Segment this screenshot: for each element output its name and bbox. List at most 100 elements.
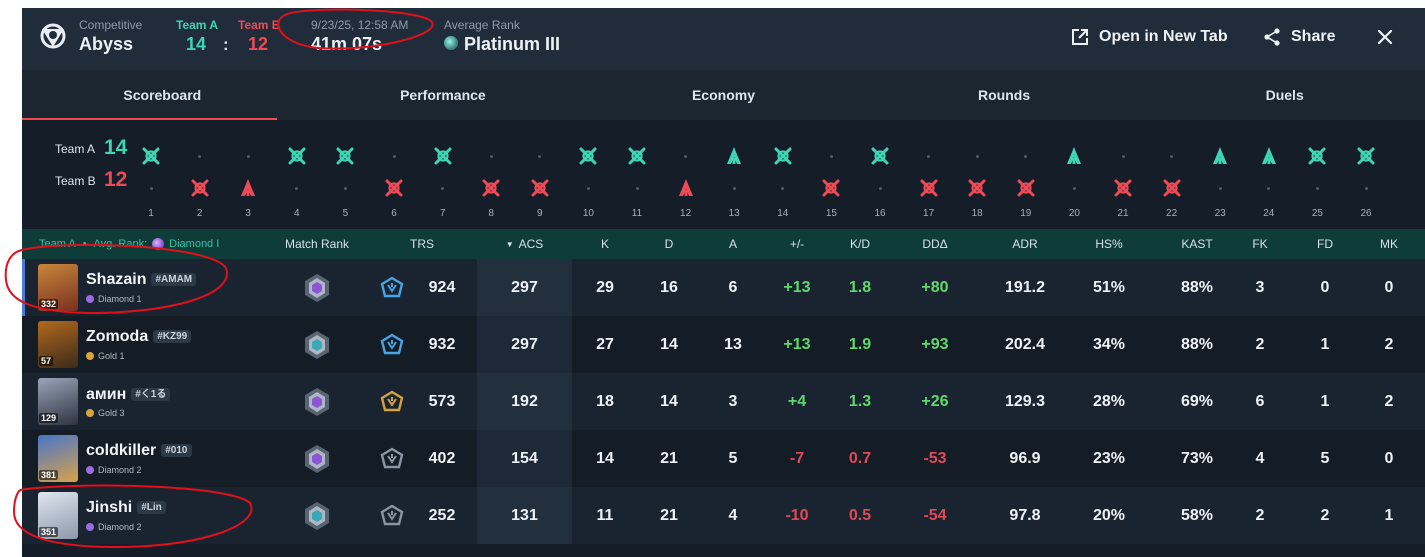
adr-value: 96.9 bbox=[1009, 449, 1041, 467]
column-plus-minus[interactable]: +/- bbox=[789, 237, 805, 251]
round-15-empty-dot bbox=[829, 154, 833, 158]
share-button[interactable]: Share bbox=[1262, 26, 1335, 48]
round-3-empty-dot bbox=[246, 154, 250, 158]
round-4-elimination-icon[interactable] bbox=[286, 145, 308, 167]
dd-value: +26 bbox=[921, 392, 949, 410]
close-icon[interactable] bbox=[1375, 27, 1395, 47]
round-9-elimination-icon[interactable] bbox=[529, 177, 551, 199]
player-tag: #010 bbox=[161, 444, 192, 457]
round-6-elimination-icon[interactable] bbox=[383, 177, 405, 199]
table-row[interactable]: 351 Jinshi #Lin Diamond 2 252 131 11 21 4 -10 0.5-… bbox=[22, 487, 1425, 544]
fk-value: 6 bbox=[1255, 392, 1265, 410]
column-fd[interactable]: FD bbox=[1317, 237, 1333, 251]
dd-value: +80 bbox=[921, 278, 949, 296]
column-fk[interactable]: FK bbox=[1252, 237, 1268, 251]
hs-value: 20% bbox=[1092, 506, 1126, 524]
round-10-empty-dot bbox=[586, 186, 590, 190]
column-hs-pct[interactable]: HS% bbox=[1095, 237, 1123, 251]
player-rank: Diamond 2 bbox=[86, 522, 142, 532]
column-dd-delta[interactable]: DDΔ bbox=[922, 237, 948, 251]
player-name[interactable]: амин #く1る bbox=[86, 385, 171, 404]
round-21-elimination-icon[interactable] bbox=[1112, 177, 1134, 199]
tab-bar: Scoreboard Performance Economy Rounds Du… bbox=[22, 70, 1425, 120]
round-5-elimination-icon[interactable] bbox=[334, 145, 356, 167]
round-number: 6 bbox=[391, 208, 397, 219]
acs-value: 297 bbox=[511, 335, 538, 353]
column-trs[interactable]: TRS bbox=[410, 237, 434, 251]
tab-performance[interactable]: Performance bbox=[400, 87, 486, 103]
round-2-elimination-icon[interactable] bbox=[189, 177, 211, 199]
round-16-elimination-icon[interactable] bbox=[869, 145, 891, 167]
round-3-spike-icon[interactable] bbox=[237, 177, 259, 199]
round-26-elimination-icon[interactable] bbox=[1355, 145, 1377, 167]
column-d[interactable]: D bbox=[664, 237, 674, 251]
round-8-elimination-icon[interactable] bbox=[480, 177, 502, 199]
round-18-elimination-icon[interactable] bbox=[966, 177, 988, 199]
table-row[interactable]: 381 coldkiller #010 Diamond 2 402 154 14 21 5 -7 0… bbox=[22, 430, 1425, 487]
column-kd[interactable]: K/D bbox=[849, 237, 870, 251]
d-value: 14 bbox=[660, 335, 678, 353]
round-19-elimination-icon[interactable] bbox=[1015, 177, 1037, 199]
round-number: 14 bbox=[777, 208, 789, 219]
share-icon bbox=[1264, 28, 1280, 46]
round-17-elimination-icon[interactable] bbox=[918, 177, 940, 199]
round-13-empty-dot bbox=[732, 186, 736, 190]
acs-value: 297 bbox=[511, 278, 538, 296]
round-13-spike-icon[interactable] bbox=[723, 145, 745, 167]
timeline-team-a-score: 14 bbox=[104, 136, 128, 159]
hs-value: 34% bbox=[1092, 335, 1126, 353]
round-14-elimination-icon[interactable] bbox=[772, 145, 794, 167]
player-name[interactable]: Zomoda #KZ99 bbox=[86, 328, 192, 346]
round-20-spike-icon[interactable] bbox=[1063, 145, 1085, 167]
tab-scoreboard[interactable]: Scoreboard bbox=[22, 70, 303, 120]
round-22-elimination-icon[interactable] bbox=[1161, 177, 1183, 199]
acs-value: 192 bbox=[511, 392, 538, 410]
round-7-elimination-icon[interactable] bbox=[432, 145, 454, 167]
player-rank: Diamond 2 bbox=[86, 465, 142, 475]
player-rank: Gold 3 bbox=[86, 408, 125, 418]
table-row[interactable]: 129 амин #く1る Gold 3 573 192 18 14 3 +4 1.3 +26 129.… bbox=[22, 373, 1425, 430]
k-value: 27 bbox=[596, 335, 614, 353]
table-row[interactable]: 332 Shazain #AMAM Diamond 1 924 297 29 16 6 +13 1.… bbox=[22, 259, 1425, 316]
open-new-tab-button[interactable]: Open in New Tab bbox=[1070, 26, 1228, 48]
table-row[interactable]: 57 Zomoda #KZ99 Gold 1 932 297 27 14 13 +13 1.9 +93… bbox=[22, 316, 1425, 373]
player-name[interactable]: Shazain #AMAM bbox=[86, 271, 197, 289]
tab-duels[interactable]: Duels bbox=[1265, 87, 1304, 103]
account-level: 332 bbox=[39, 299, 59, 309]
mk-value: 2 bbox=[1384, 392, 1394, 410]
column-mk[interactable]: MK bbox=[1380, 237, 1398, 251]
round-number: 1 bbox=[148, 208, 154, 219]
round-25-elimination-icon[interactable] bbox=[1306, 145, 1328, 167]
column-k[interactable]: K bbox=[600, 237, 609, 251]
team-b-label: Team B bbox=[238, 18, 281, 32]
round-timeline: Team A 14 Team B 12 1 2 3 4 5 6 7 8 9 10 11 12 13 14 1… bbox=[22, 120, 1425, 228]
round-21-empty-dot bbox=[1121, 154, 1125, 158]
round-11-elimination-icon[interactable] bbox=[626, 145, 648, 167]
round-1-elimination-icon[interactable] bbox=[140, 145, 162, 167]
round-24-spike-icon[interactable] bbox=[1258, 145, 1280, 167]
pm-value: +13 bbox=[783, 278, 811, 296]
round-23-spike-icon[interactable] bbox=[1209, 145, 1231, 167]
tab-rounds[interactable]: Rounds bbox=[978, 87, 1031, 103]
column-acs[interactable]: ▼ ACS bbox=[477, 229, 572, 259]
kd-value: 1.3 bbox=[848, 392, 872, 410]
account-level: 129 bbox=[39, 413, 59, 423]
player-tag: #AMAM bbox=[151, 273, 197, 286]
player-name[interactable]: Jinshi #Lin bbox=[86, 499, 166, 517]
kd-value: 0.7 bbox=[848, 449, 872, 467]
rank-icon bbox=[86, 466, 94, 474]
round-10-elimination-icon[interactable] bbox=[577, 145, 599, 167]
acs-highlight bbox=[477, 316, 572, 373]
trs-value: 252 bbox=[428, 506, 456, 524]
column-adr[interactable]: ADR bbox=[1012, 237, 1038, 251]
round-number: 5 bbox=[342, 208, 349, 219]
column-match-rank[interactable]: Match Rank bbox=[284, 237, 350, 251]
column-kast[interactable]: KAST bbox=[1181, 237, 1213, 251]
tab-economy[interactable]: Economy bbox=[691, 87, 755, 103]
column-a[interactable]: A bbox=[728, 237, 737, 251]
player-rank-text: Gold 1 bbox=[98, 351, 125, 361]
account-level: 57 bbox=[39, 356, 54, 366]
round-12-spike-icon[interactable] bbox=[675, 177, 697, 199]
round-15-elimination-icon[interactable] bbox=[820, 177, 842, 199]
player-name[interactable]: coldkiller #010 bbox=[86, 442, 192, 460]
